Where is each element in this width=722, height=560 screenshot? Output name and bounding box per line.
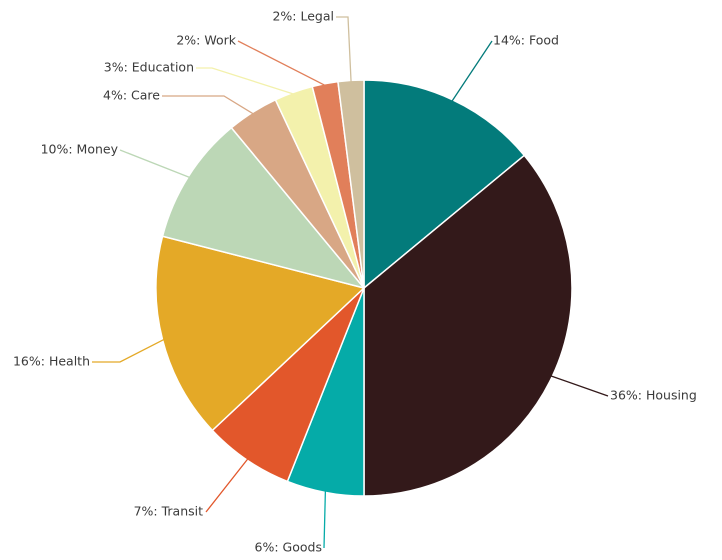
pie-labels: 14%: Food 36%: Housing 6%: Goods 7%: Transi… <box>13 9 697 555</box>
leader-line-work <box>237 40 326 87</box>
leader-line-transit <box>205 457 249 513</box>
leader-line-care <box>162 95 254 115</box>
leader-line-education <box>196 67 295 95</box>
data-label-goods: 6%: Goods <box>255 540 322 555</box>
data-label-housing: 36%: Housing <box>610 388 697 403</box>
leader-line-housing <box>550 375 609 397</box>
leader-line-goods <box>323 490 327 549</box>
leader-line-health <box>92 338 165 363</box>
data-label-money: 10%: Money <box>41 142 119 157</box>
data-label-work: 2%: Work <box>176 33 236 48</box>
leader-line-money <box>119 149 191 179</box>
leader-line-legal <box>336 16 352 83</box>
pie-slices <box>155 79 573 497</box>
data-label-food: 14%: Food <box>493 33 559 48</box>
data-label-care: 4%: Care <box>103 88 160 103</box>
data-label-education: 3%: Education <box>104 60 194 75</box>
leader-line-food <box>451 40 493 102</box>
data-label-transit: 7%: Transit <box>134 504 204 519</box>
data-label-health: 16%: Health <box>13 354 90 369</box>
data-label-legal: 2%: Legal <box>272 9 334 24</box>
